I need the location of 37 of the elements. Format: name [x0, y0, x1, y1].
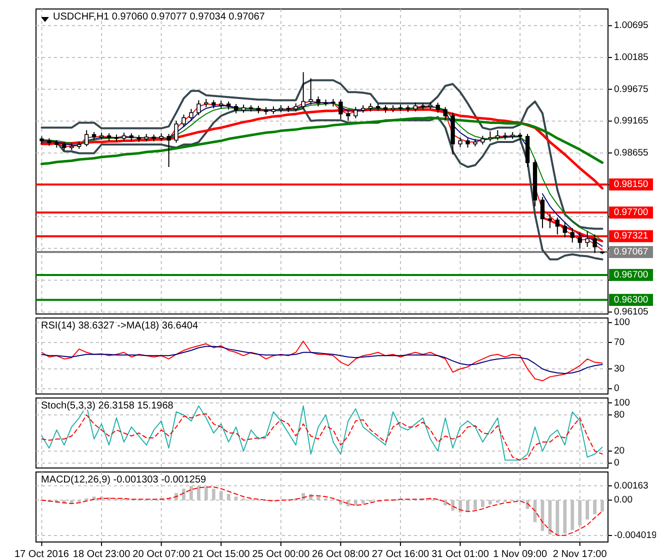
x-tick-label: 21 Oct 15:00 [192, 549, 250, 560]
chart-title: Stoch(5,3,3) 26.3158 15.1968 [41, 400, 174, 412]
ref-line-label: 0.97321 [614, 230, 648, 242]
ref-line-label: 0.96300 [614, 294, 648, 306]
y-tick-label: 0.00163 [614, 480, 648, 492]
y-tick-label: 30 [614, 363, 625, 374]
y-tick-label: 1.00185 [614, 52, 648, 63]
x-tick-label: 20 Oct 07:00 [132, 549, 190, 560]
ref-line-label: 0.96700 [614, 269, 648, 280]
x-tick-label: 1 Nov 09:00 [493, 549, 548, 560]
x-tick-label: 2 Nov 17:00 [552, 549, 608, 560]
y-tick-label: 100 [614, 397, 630, 408]
x-tick-label: 31 Oct 01:00 [432, 549, 490, 560]
y-tick-label: 0 [614, 383, 620, 394]
y-tick-label: 80 [614, 409, 625, 420]
chart-title: RSI(14) 38.6327 ->MA(18) 36.6404 [41, 320, 198, 332]
ref-line-label: 0.97067 [614, 246, 648, 258]
x-tick-label: 25 Oct 00:00 [252, 549, 310, 560]
chart-title: USDCHF,H1 0.97060 0.97077 0.97034 0.97067 [53, 12, 266, 22]
y-tick-label: 0.99165 [614, 116, 648, 127]
y-tick-label: 0.99675 [614, 84, 648, 95]
y-tick-label: 0.00 [614, 494, 632, 506]
y-tick-label: 20 [614, 446, 625, 457]
y-tick-label: 100 [614, 317, 630, 328]
y-tick-label: 1.00695 [614, 20, 648, 32]
y-tick-label: -0.004019 [614, 530, 657, 541]
y-tick-label: 0 [614, 458, 620, 469]
x-tick-label: 17 Oct 2016 [14, 549, 70, 560]
chart-title: MACD(12,26,9) -0.001303 -0.001259 [41, 474, 207, 486]
ref-line-label: 0.98150 [614, 178, 648, 190]
y-tick-label: 0.98655 [614, 147, 648, 158]
x-tick-label: 26 Oct 08:00 [312, 549, 370, 560]
y-tick-label: 0.96105 [614, 306, 648, 318]
x-tick-label: 27 Oct 16:00 [372, 549, 430, 560]
x-tick-label: 18 Oct 23:00 [72, 549, 131, 560]
y-tick-label: 70 [614, 336, 625, 348]
ref-line-label: 0.97700 [614, 207, 648, 218]
